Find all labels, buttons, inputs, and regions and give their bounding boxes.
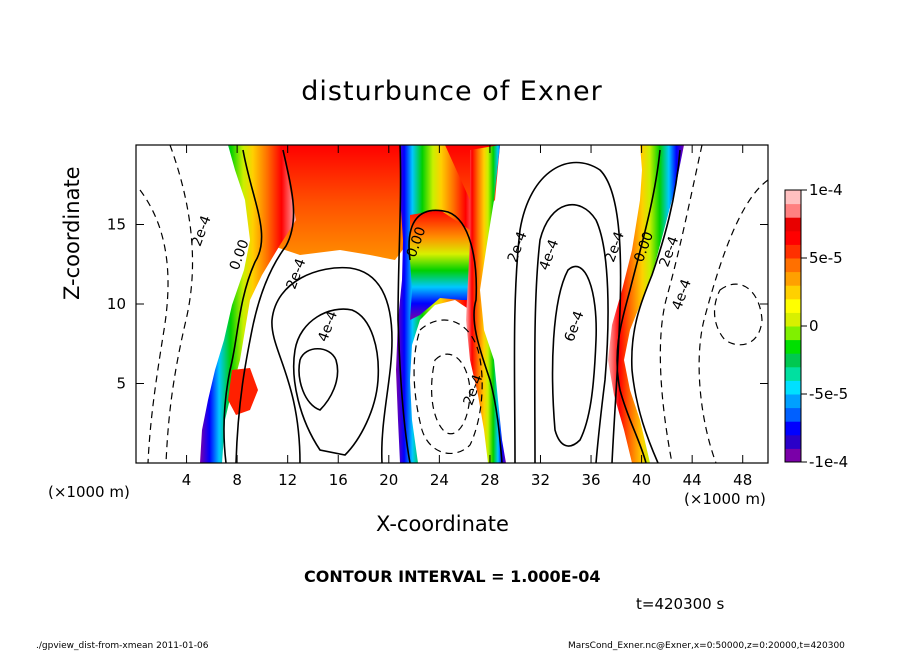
colorbar-cell	[785, 326, 801, 341]
left-plume-band	[200, 145, 296, 463]
y-tick-label: 10	[107, 295, 126, 313]
center-plume-band	[396, 145, 478, 463]
footer-left: ./gpview_dist-from-xmean 2011-01-06	[36, 641, 209, 651]
colorbar-cell	[785, 421, 801, 436]
center-plume-cap	[410, 210, 478, 320]
x-tick-labels: 4 8 12 16 20 24 28 32 36 40 44 48	[182, 471, 752, 489]
colorbar-cell	[785, 285, 801, 300]
colorbar-cell	[785, 407, 801, 422]
colorbar-cell	[785, 271, 801, 286]
colorbar-cell	[785, 339, 801, 354]
colorbar-cell	[785, 203, 801, 218]
colorbar-tick-label: 0	[809, 317, 819, 335]
contour-label: 4e-4	[669, 277, 695, 312]
chart-title: disturbunce of Exner	[301, 76, 603, 107]
y-tick-marks	[136, 224, 768, 384]
center-right-band	[466, 145, 506, 463]
x-axis-label: X-coordinate	[376, 512, 509, 536]
x-tick-label: 24	[430, 471, 449, 489]
negative-contours	[139, 145, 768, 463]
y-axis-label: Z-coordinate	[60, 166, 84, 300]
colorbar-tick-label: -1e-4	[809, 453, 848, 471]
colorbar-cell	[785, 353, 801, 368]
contour-interval-label: CONTOUR INTERVAL = 1.000E-04	[304, 567, 601, 586]
small-warm-patch	[228, 368, 258, 415]
x-tick-label: 40	[632, 471, 651, 489]
colorbar-cell	[785, 448, 801, 463]
x-tick-label: 8	[232, 471, 242, 489]
colorbar-cell	[785, 258, 801, 273]
contour-lines	[223, 145, 681, 463]
y-tick-label: 5	[116, 375, 126, 393]
colorbar-ticks: 1e-4 5e-5 0 -5e-5 -1e-4	[801, 181, 848, 471]
right-plume-band	[608, 145, 684, 463]
y-tick-label: 15	[107, 216, 126, 234]
x-tick-label: 36	[581, 471, 600, 489]
contour-label: 2e-4	[189, 213, 215, 248]
colorbar-cell	[785, 366, 801, 381]
colorbar-tick-label: -5e-5	[809, 385, 848, 403]
contour-label: 4e-4	[315, 309, 341, 344]
colorbar-cell	[785, 217, 801, 232]
x-tick-label: 44	[683, 471, 702, 489]
x-tick-label: 32	[531, 471, 550, 489]
colorbar-cell	[785, 394, 801, 409]
x-unit-label-left: (×1000 m)	[48, 483, 130, 501]
x-unit-label-right: (×1000 m)	[684, 490, 766, 508]
colorbar-cell	[785, 298, 801, 313]
colorbar-cell	[785, 380, 801, 395]
footer-right: MarsCond_Exner.nc@Exner,x=0:50000,z=0:20…	[568, 641, 845, 651]
x-tick-label: 28	[480, 471, 499, 489]
colorbar-cell	[785, 230, 801, 245]
x-tick-label: 16	[329, 471, 348, 489]
contour-label: 6e-4	[562, 309, 588, 344]
colorbar-cell	[785, 190, 801, 205]
colorbar-tick-label: 1e-4	[809, 181, 843, 199]
y-tick-labels: 5 10 15	[107, 216, 126, 393]
x-tick-label: 48	[733, 471, 752, 489]
x-tick-marks	[186, 145, 744, 463]
colorbar	[785, 190, 801, 463]
x-tick-label: 4	[182, 471, 192, 489]
colorbar-cell	[785, 244, 801, 259]
x-tick-label: 12	[278, 471, 297, 489]
time-label: t=420300 s	[636, 595, 725, 613]
colorbar-tick-label: 5e-5	[809, 249, 843, 267]
colorbar-cell	[785, 312, 801, 327]
contour-label: 2e-4	[602, 229, 628, 264]
colorbar-cell	[785, 434, 801, 449]
contour-label: 2e-4	[284, 256, 310, 291]
x-tick-label: 20	[379, 471, 398, 489]
contour-label: 2e-4	[505, 229, 531, 264]
